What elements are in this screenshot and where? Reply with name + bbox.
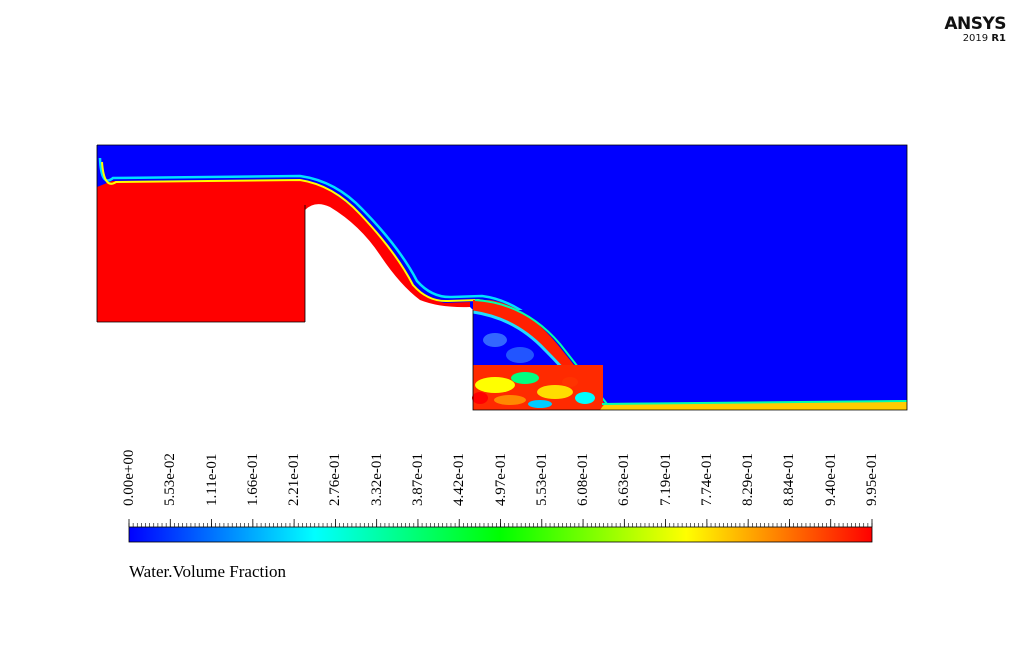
- version-release: R1: [991, 33, 1006, 44]
- tailwater-top: [601, 400, 908, 405]
- ansys-brand: ANSYS: [944, 14, 1006, 34]
- crest-shape: [305, 204, 473, 322]
- colorbar: [128, 526, 873, 543]
- ansys-logo: ANSYS 2019 R1: [944, 16, 1006, 44]
- version-year: 2019: [962, 33, 989, 44]
- color-legend: [128, 519, 873, 543]
- colorbar-major-ticks: [128, 519, 873, 527]
- legend-title: Water.Volume Fraction: [129, 562, 286, 581]
- domain: [96, 144, 908, 411]
- domain-outline: [96, 144, 908, 411]
- mixing-zone: [472, 333, 603, 410]
- ansys-version: 2019 R1: [944, 34, 1006, 44]
